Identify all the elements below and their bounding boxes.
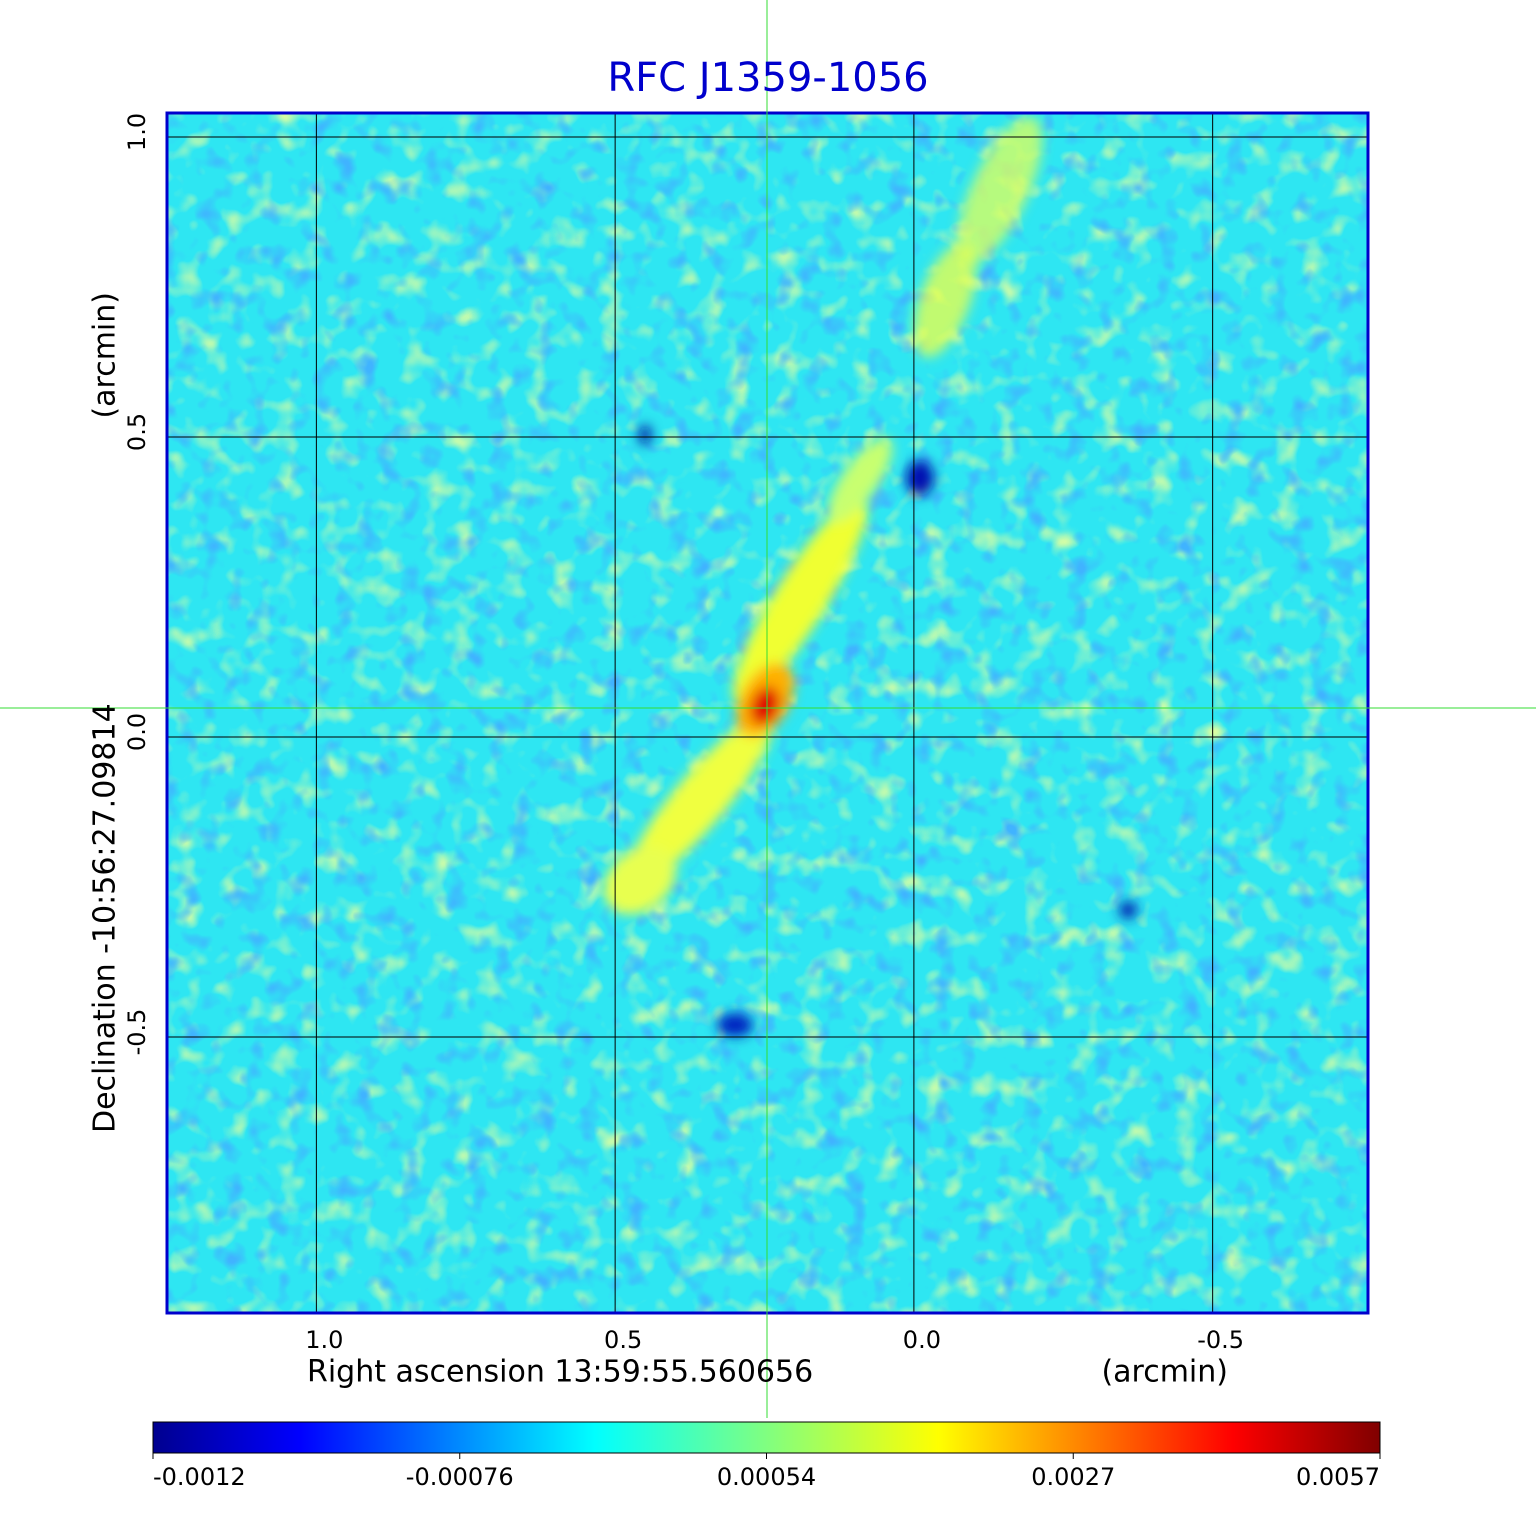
chart-title: RFC J1359-1056 [607, 55, 928, 101]
x-axis-unit: (arcmin) [1101, 1355, 1228, 1390]
y-tick-label: 1.0 [123, 113, 151, 151]
x-tick-label: 1.0 [305, 1326, 343, 1354]
colorbar-tick-label: 0.0057 [1296, 1463, 1380, 1491]
x-tick-label: -0.5 [1197, 1326, 1244, 1354]
colorbar-tick-label: -0.0012 [153, 1463, 246, 1491]
y-tick-label: -0.5 [123, 1009, 151, 1056]
y-axis-unit: (arcmin) [88, 292, 123, 419]
y-tick-label: 0.0 [123, 713, 151, 751]
y-axis-label: Declination -10:56:27.09814 [88, 703, 123, 1133]
x-tick-label: 0.5 [604, 1326, 642, 1354]
colorbar-tick-label: -0.00076 [406, 1463, 514, 1491]
colorbar [152, 1421, 1381, 1454]
y-tick-label: 0.5 [123, 413, 151, 451]
jet-emission [603, 116, 1137, 1037]
colorbar-tick-label: 0.0027 [1031, 1463, 1115, 1491]
x-tick-label: 0.0 [903, 1326, 941, 1354]
colorbar-tick-label: 0.00054 [717, 1463, 816, 1491]
x-axis-label: Right ascension 13:59:55.560656 [307, 1355, 813, 1390]
